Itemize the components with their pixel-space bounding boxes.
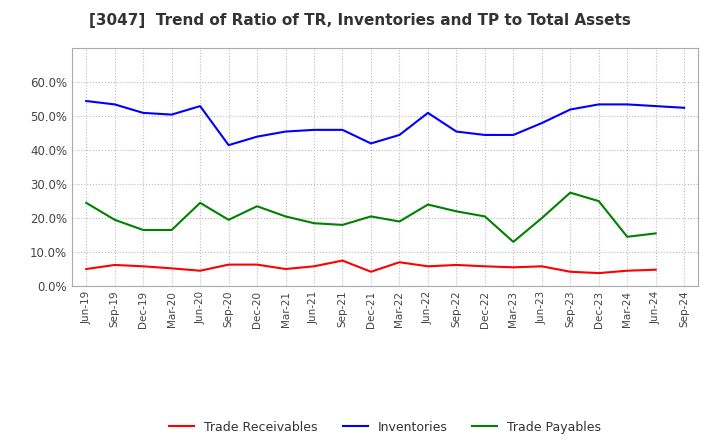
Trade Payables	[480, 214, 489, 219]
Legend: Trade Receivables, Inventories, Trade Payables: Trade Receivables, Inventories, Trade Pa…	[164, 416, 606, 439]
Inventories	[253, 134, 261, 139]
Trade Receivables	[366, 269, 375, 275]
Trade Receivables	[566, 269, 575, 275]
Inventories	[282, 129, 290, 134]
Inventories	[310, 127, 318, 132]
Inventories	[452, 129, 461, 134]
Trade Receivables	[537, 264, 546, 269]
Inventories	[566, 107, 575, 112]
Trade Receivables	[623, 268, 631, 273]
Trade Payables	[82, 200, 91, 205]
Inventories	[110, 102, 119, 107]
Trade Receivables	[395, 260, 404, 265]
Trade Receivables	[82, 266, 91, 271]
Trade Receivables	[310, 264, 318, 269]
Inventories	[338, 127, 347, 132]
Inventories	[480, 132, 489, 138]
Trade Receivables	[338, 258, 347, 263]
Inventories	[139, 110, 148, 116]
Trade Receivables	[139, 264, 148, 269]
Trade Receivables	[595, 271, 603, 276]
Trade Payables	[366, 214, 375, 219]
Trade Payables	[110, 217, 119, 223]
Inventories	[509, 132, 518, 138]
Inventories	[652, 103, 660, 109]
Trade Receivables	[652, 267, 660, 272]
Trade Payables	[139, 227, 148, 233]
Inventories	[225, 143, 233, 148]
Inventories	[595, 102, 603, 107]
Trade Receivables	[253, 262, 261, 267]
Trade Payables	[566, 190, 575, 195]
Text: [3047]  Trend of Ratio of TR, Inventories and TP to Total Assets: [3047] Trend of Ratio of TR, Inventories…	[89, 13, 631, 28]
Trade Payables	[310, 220, 318, 226]
Trade Payables	[509, 239, 518, 245]
Line: Trade Payables: Trade Payables	[86, 193, 656, 242]
Trade Payables	[196, 200, 204, 205]
Trade Payables	[452, 209, 461, 214]
Trade Receivables	[282, 266, 290, 271]
Trade Receivables	[196, 268, 204, 273]
Inventories	[167, 112, 176, 117]
Line: Trade Receivables: Trade Receivables	[86, 260, 656, 273]
Trade Payables	[595, 198, 603, 204]
Inventories	[196, 103, 204, 109]
Trade Payables	[623, 234, 631, 239]
Trade Receivables	[423, 264, 432, 269]
Trade Payables	[423, 202, 432, 207]
Trade Payables	[167, 227, 176, 233]
Trade Payables	[395, 219, 404, 224]
Inventories	[366, 141, 375, 146]
Inventories	[537, 121, 546, 126]
Trade Payables	[282, 214, 290, 219]
Trade Payables	[537, 216, 546, 221]
Inventories	[680, 105, 688, 110]
Inventories	[623, 102, 631, 107]
Inventories	[82, 99, 91, 104]
Inventories	[395, 132, 404, 138]
Trade Receivables	[225, 262, 233, 267]
Inventories	[423, 110, 432, 116]
Trade Payables	[652, 231, 660, 236]
Trade Receivables	[452, 262, 461, 268]
Trade Receivables	[509, 265, 518, 270]
Trade Receivables	[167, 266, 176, 271]
Trade Payables	[253, 204, 261, 209]
Trade Receivables	[110, 262, 119, 268]
Trade Payables	[338, 222, 347, 227]
Trade Receivables	[480, 264, 489, 269]
Line: Inventories: Inventories	[86, 101, 684, 145]
Trade Payables	[225, 217, 233, 223]
